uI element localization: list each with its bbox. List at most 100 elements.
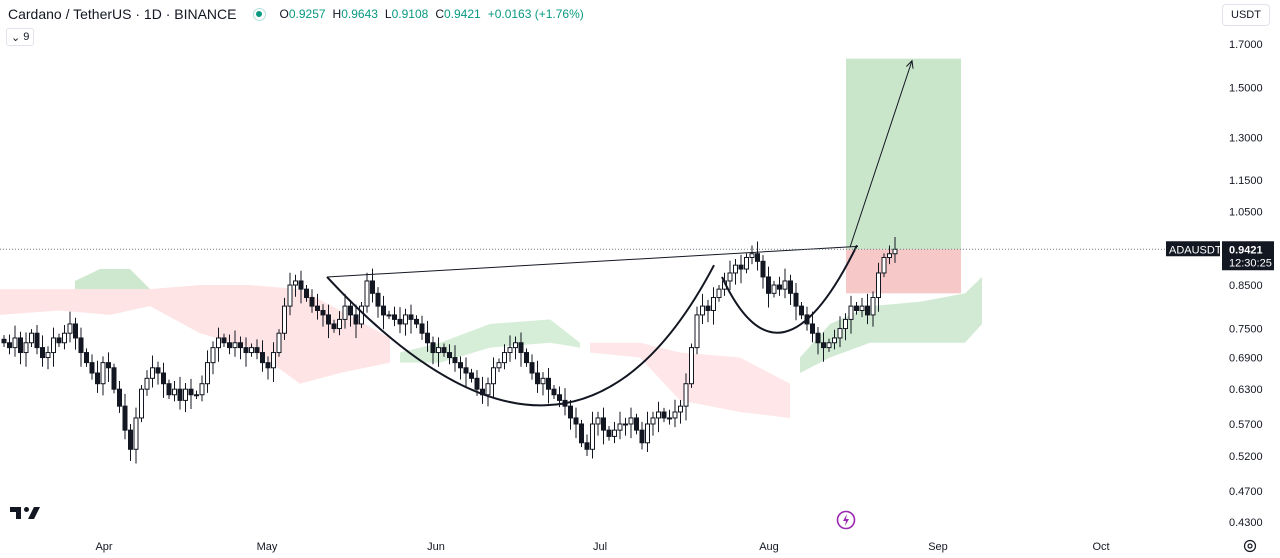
candle [386,310,392,320]
candle [749,245,755,265]
candle [232,330,238,357]
indicators-toggle-button[interactable]: ⌄ 9 [6,28,35,46]
candle [628,407,634,439]
candle [381,295,386,330]
candle [656,401,661,433]
candle [436,337,441,367]
candle [832,329,837,350]
ohlc-close: C0.9421 [435,7,481,21]
candle [260,340,265,372]
candle [45,346,51,370]
market-status-icon[interactable] [252,7,266,21]
candle [29,329,34,347]
candle [524,348,529,367]
candle [711,287,716,325]
ohlc-low: L0.9108 [384,7,429,21]
candle [705,299,711,323]
candle [826,338,832,352]
candle [89,354,95,380]
target-arrow-line [849,60,913,248]
candle [870,291,876,327]
time-axis[interactable]: Apr May Jun Jul Aug Sep Oct [95,541,1109,553]
lightning-icon[interactable] [836,510,856,530]
candle [441,343,447,357]
candle [414,315,419,329]
candle [18,331,23,365]
candle [106,352,111,382]
candle [353,304,359,339]
candle [485,377,491,407]
y-tick-label: 1.1500 [1229,175,1263,187]
candle [34,324,40,355]
long-position-tool[interactable] [846,58,961,294]
settings-gear-icon[interactable] [1242,538,1258,554]
candle [100,356,106,396]
candle [458,356,463,380]
candle [403,308,408,336]
ohlc-change: +0.0163 (+1.76%) [487,7,584,21]
candle [95,360,100,393]
candle [551,385,557,399]
candle [370,268,375,303]
candle [612,421,617,444]
candle [760,255,766,289]
candle [562,388,568,416]
candle [392,306,397,327]
candle [359,301,364,329]
candle [617,411,623,440]
drawings[interactable] [326,59,914,407]
price-label-countdown: 12:30:25 [1229,257,1272,269]
price-axis[interactable]: 1.7000 1.5000 1.3000 1.1500 1.0500 0.8500 0.75… [1229,39,1263,529]
candle [595,411,601,436]
candle [139,385,144,423]
ohlc-open: O0.9257 [279,7,326,21]
candle [287,272,293,316]
candle [56,333,62,347]
candle [645,411,650,452]
candle [546,368,551,404]
ohlc-high: H0.9643 [332,7,378,21]
candle [364,272,370,313]
candle [397,307,403,334]
y-tick-label: 0.4300 [1229,517,1263,529]
candle [469,368,474,383]
candle [579,419,584,447]
candle [507,335,513,362]
candle [480,376,485,404]
candle [117,380,122,413]
currency-selector-button[interactable]: USDT [1222,4,1270,26]
candle [40,335,45,367]
candle [111,363,117,394]
cloud-band [800,276,982,374]
candle [535,360,540,393]
candle [496,358,502,372]
last-price-label: ADAUSDT 0.9421 12:30:25 [1166,241,1274,271]
candle [425,320,430,352]
candle [887,245,892,265]
tradingview-logo-icon[interactable] [10,505,40,521]
candle [667,409,672,425]
candle [331,319,337,333]
candle [337,311,342,336]
candlestick-series [1,236,898,464]
candle [304,285,309,302]
candle [634,413,639,435]
cup-curve [326,264,715,407]
candle [183,382,188,413]
candle [821,332,826,362]
candle [859,297,865,318]
candle [408,304,414,334]
candle [672,399,678,428]
symbol-title[interactable]: Cardano / TetherUS · 1D · BINANCE [8,6,237,22]
target-arrow-head [906,59,914,69]
candle [293,274,298,297]
candle [848,295,854,334]
candle [249,343,254,357]
candle [67,311,73,343]
candle [590,411,595,459]
candle [419,315,425,340]
candle [716,285,722,302]
candle [221,333,227,347]
candle [810,311,815,343]
